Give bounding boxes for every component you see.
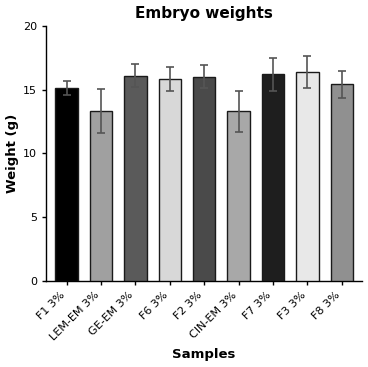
Y-axis label: Weight (g): Weight (g) <box>6 114 18 193</box>
Bar <box>55 88 78 281</box>
Bar <box>193 77 215 281</box>
Title: Embryo weights: Embryo weights <box>135 6 273 21</box>
Bar <box>330 84 353 281</box>
X-axis label: Samples: Samples <box>173 348 236 361</box>
Bar <box>296 72 319 281</box>
Bar <box>90 111 112 281</box>
Bar <box>159 79 181 281</box>
Bar <box>227 111 250 281</box>
Bar <box>262 74 284 281</box>
Bar <box>124 76 146 281</box>
